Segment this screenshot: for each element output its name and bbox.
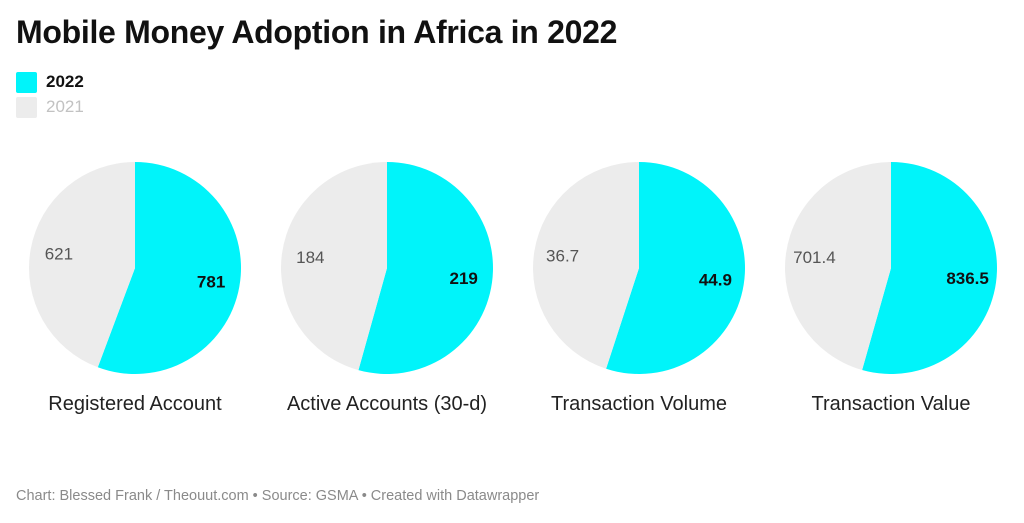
legend-swatch-2021 — [16, 96, 37, 118]
pie-slice-2022 — [97, 162, 242, 374]
pie-slice-2021 — [280, 162, 387, 371]
pie-slice-2022 — [862, 162, 997, 374]
data-label-2022: 219 — [450, 269, 478, 288]
data-label-2021: 621 — [45, 245, 73, 264]
pie-panel: 219 184 Active Accounts (30-d) — [261, 162, 513, 452]
category-label: Active Accounts (30-d) — [286, 393, 488, 415]
pie-slice-2021 — [784, 162, 891, 370]
pie-panel: 781 621 Registered Account — [9, 162, 261, 452]
category-label: Registered Account — [48, 393, 222, 415]
data-label-2022: 44.9 — [699, 271, 732, 290]
data-label-2021: 36.7 — [546, 246, 579, 265]
chart-title: Mobile Money Adoption in Africa in 2022 — [16, 14, 618, 50]
legend-label-2022: 2022 — [46, 72, 84, 91]
legend-item-2021: 2021 — [16, 96, 84, 118]
pie-panel: 836.5 701.4 Transaction Value — [765, 162, 1017, 452]
category-label: Transaction Volume — [550, 393, 727, 415]
pie-chart-registered-account: 781 621 — [29, 162, 242, 374]
pie-slice-2022 — [606, 162, 746, 374]
data-label-2021: 701.4 — [793, 248, 836, 267]
data-label-2022: 836.5 — [946, 269, 989, 288]
category-label: Transaction Value — [811, 393, 971, 415]
pie-panel: 44.9 36.7 Transaction Volume — [513, 162, 765, 452]
pie-chart-transaction-value: 836.5 701.4 — [784, 162, 997, 374]
legend-swatch-2022 — [16, 71, 37, 93]
pie-slice-2021 — [533, 162, 639, 369]
pie-slice-2022 — [358, 162, 493, 374]
legend: 2022 2021 — [16, 71, 84, 121]
legend-label-2021: 2021 — [46, 97, 84, 116]
pie-chart-transaction-volume: 44.9 36.7 — [533, 162, 746, 374]
pie-slice-2021 — [29, 162, 135, 368]
legend-item-2022: 2022 — [16, 71, 84, 93]
chart-footer: Chart: Blessed Frank / Theouut.com • Sou… — [16, 488, 540, 504]
data-label-2022: 781 — [197, 272, 225, 291]
data-label-2021: 184 — [296, 248, 324, 267]
pie-chart-active-accounts: 219 184 — [280, 162, 493, 374]
